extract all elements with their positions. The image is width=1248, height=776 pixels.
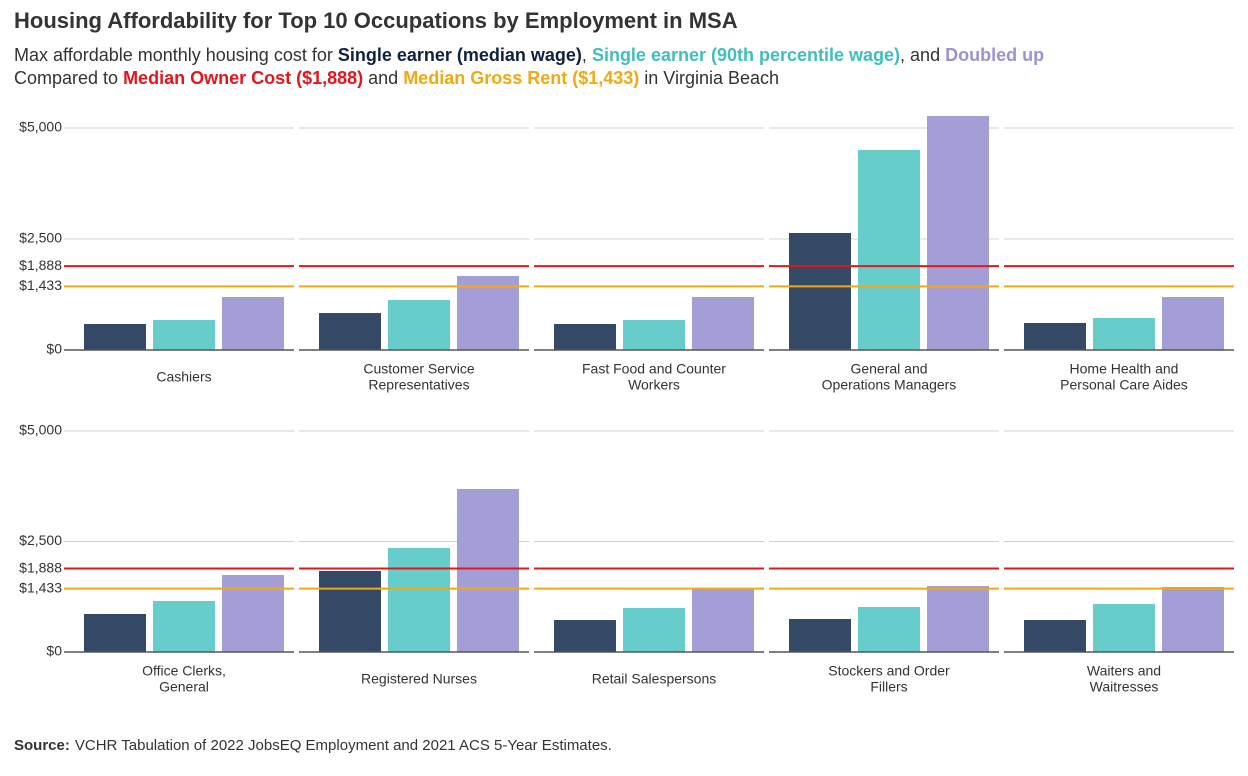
legend-entry: Single earner (median wage) <box>338 45 582 65</box>
bar <box>1024 323 1086 350</box>
bar <box>1093 317 1155 350</box>
subtitle-text: and <box>363 68 403 88</box>
bar <box>319 313 381 350</box>
bar <box>927 116 989 351</box>
y-tick-label: $5,000 <box>19 119 62 135</box>
bar <box>554 619 616 652</box>
category-label: Fast Food and Counter <box>582 361 726 377</box>
source-text: VCHR Tabulation of 2022 JobsEQ Employmen… <box>75 737 612 754</box>
bar <box>457 488 519 652</box>
y-tick-label: $0 <box>46 643 62 659</box>
subtitle: Max affordable monthly housing cost for … <box>14 45 1044 65</box>
subtitle-text: , and <box>900 45 945 65</box>
category-label: Waiters and <box>1087 663 1161 679</box>
legend-entry: Doubled up <box>945 45 1044 65</box>
bar <box>789 233 851 350</box>
bar <box>388 547 450 652</box>
category-label: Operations Managers <box>822 377 957 393</box>
category-label: Waitresses <box>1090 679 1159 695</box>
subtitle-text: Compared to <box>14 68 123 88</box>
category-label: Fillers <box>870 679 907 695</box>
y-tick-label: $2,500 <box>19 230 62 246</box>
y-tick-label: $1,888 <box>19 257 62 273</box>
subtitle: Compared to Median Owner Cost ($1,888) a… <box>14 68 779 88</box>
category-label: Retail Salespersons <box>592 671 717 687</box>
subtitle-text: Max affordable monthly housing cost for <box>14 45 338 65</box>
category-label: General <box>159 679 209 695</box>
bar <box>858 149 920 350</box>
bar <box>623 608 685 652</box>
bar <box>388 300 450 350</box>
bar <box>858 607 920 652</box>
category-label: General and <box>850 361 927 377</box>
y-tick-label: $1,433 <box>19 277 62 293</box>
bar <box>692 296 754 350</box>
reference-legend: Median Gross Rent ($1,433) <box>403 68 639 88</box>
source: Source: VCHR Tabulation of 2022 JobsEQ Em… <box>14 737 612 754</box>
bar <box>927 586 989 652</box>
category-label: Cashiers <box>156 369 211 385</box>
category-label: Home Health and <box>1070 361 1179 377</box>
reference-legend: Median Owner Cost ($1,888) <box>123 68 363 88</box>
category-label: Workers <box>628 377 680 393</box>
bar <box>84 613 146 652</box>
source-label: Source: <box>14 737 70 754</box>
bar <box>222 575 284 652</box>
bar <box>1024 619 1086 652</box>
bar <box>554 323 616 350</box>
subtitle-text: , <box>582 45 592 65</box>
bar <box>457 275 519 350</box>
bar <box>84 323 146 350</box>
category-label: Representatives <box>368 377 469 393</box>
bar <box>692 589 754 652</box>
category-label: Office Clerks, <box>142 663 226 679</box>
y-tick-label: $0 <box>46 341 62 357</box>
category-label: Customer Service <box>363 361 474 377</box>
category-label: Stockers and Order <box>828 663 950 679</box>
bar <box>1162 296 1224 350</box>
y-tick-label: $1,433 <box>19 579 62 595</box>
bar <box>1162 586 1224 652</box>
bar <box>623 319 685 350</box>
bar <box>153 600 215 652</box>
y-tick-label: $5,000 <box>19 422 62 438</box>
bar <box>319 570 381 652</box>
chart-title: Housing Affordability for Top 10 Occupat… <box>14 8 738 33</box>
bar <box>789 618 851 652</box>
bar <box>153 319 215 350</box>
bar <box>222 296 284 350</box>
subtitle-text: in Virginia Beach <box>639 68 779 88</box>
y-tick-label: $1,888 <box>19 559 62 575</box>
category-label: Personal Care Aides <box>1060 377 1188 393</box>
y-tick-label: $2,500 <box>19 532 62 548</box>
legend-entry: Single earner (90th percentile wage) <box>592 45 900 65</box>
category-label: Registered Nurses <box>361 671 477 687</box>
bar <box>1093 603 1155 652</box>
